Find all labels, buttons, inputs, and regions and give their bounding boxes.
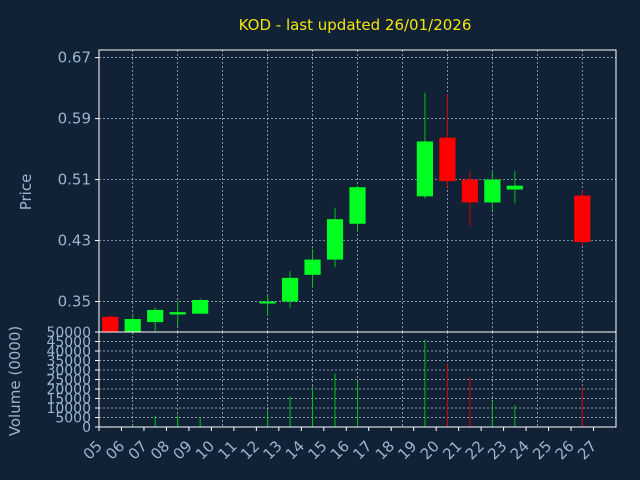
chart-title: KOD - last updated 26/01/2026 [239, 16, 472, 34]
candle-body-up [169, 312, 186, 315]
candle-body-up [416, 141, 434, 197]
candle-body-up [124, 319, 141, 332]
volume-tick-label: 10000 [46, 401, 91, 417]
volume-y-ticks: 5000045000400003500030000250002000015000… [46, 325, 99, 436]
volume-tick-label: 20000 [46, 382, 91, 398]
volume-tick-label: 15000 [46, 392, 91, 408]
volume-tick-label: 30000 [46, 363, 91, 379]
candle-body-down [102, 316, 119, 332]
price-y-ticks: 0.67 0.59 0.51 0.43 0.35 [58, 49, 99, 311]
candle-body-up [147, 309, 164, 323]
price-tick-label: 0.51 [58, 171, 91, 189]
candle-body-down [461, 179, 478, 203]
volume-tick-label: 5000 [55, 411, 91, 427]
volume-panel: 5000045000400003500030000250002000015000… [46, 325, 617, 436]
candle-body-up [484, 179, 501, 203]
volume-tick-label: 45000 [46, 335, 91, 351]
volume-axis-label: Volume (0000) [6, 326, 24, 436]
price-tick-label: 0.35 [58, 293, 91, 311]
price-tick-label: 0.59 [58, 110, 91, 128]
candle-body-up [326, 219, 344, 260]
candle-body-up [304, 259, 321, 275]
volume-frame [98, 331, 617, 428]
volume-tick-label: 50000 [46, 325, 91, 341]
candle-body-up [281, 277, 299, 302]
day-axis-label: Day [334, 459, 362, 475]
price-axis-label: Price [17, 174, 35, 211]
volume-tick-label: 40000 [46, 344, 91, 360]
price-panel: 0.67 0.59 0.51 0.43 0.35 [58, 49, 617, 335]
price-tick-label: 0.67 [58, 49, 91, 67]
candle-body-up [259, 301, 276, 304]
price-tick-label: 0.43 [58, 232, 91, 250]
volume-tick-label: 35000 [46, 354, 91, 370]
candle-body-up [349, 187, 366, 224]
price-candles [102, 92, 591, 335]
candle-body-up [506, 185, 523, 190]
candle-body-down [574, 195, 591, 243]
candle-body-down [439, 137, 456, 182]
volume-tick-label: 0 [82, 420, 91, 436]
candle-body-up [192, 299, 209, 314]
volume-tick-label: 25000 [46, 373, 91, 389]
